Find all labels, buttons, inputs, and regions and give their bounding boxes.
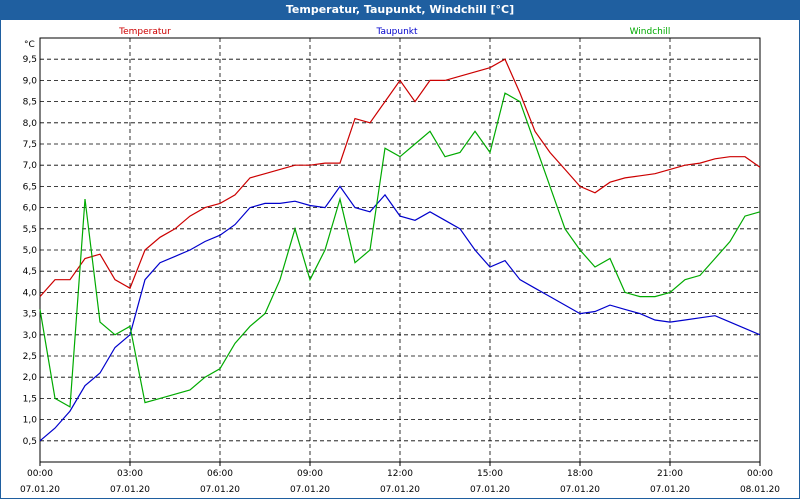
y-axis-label: °C — [24, 40, 35, 50]
y-tick-label: 8,0 — [23, 119, 38, 129]
y-tick-label: 4,0 — [23, 288, 38, 298]
legend-entry: Temperatur — [118, 27, 171, 37]
series-line-temperatur — [39, 58, 761, 297]
x-tick-time: 18:00 — [567, 469, 593, 479]
x-tick-time: 21:00 — [657, 469, 683, 479]
y-tick-label: 0,5 — [23, 437, 37, 447]
y-tick-label: 4,5 — [23, 267, 37, 277]
series-line-windchill — [39, 92, 761, 408]
y-tick-label: 9,5 — [23, 55, 37, 65]
y-tick-label: 1,5 — [23, 394, 37, 404]
x-tick-time: 06:00 — [207, 469, 233, 479]
y-tick-label: 8,5 — [23, 98, 37, 108]
y-tick-label: 3,0 — [23, 331, 38, 341]
chart-title: Temperatur, Taupunkt, Windchill [°C] — [285, 3, 515, 16]
x-tick-time: 12:00 — [387, 469, 413, 479]
y-tick-label: 7,5 — [23, 140, 37, 150]
x-tick-date: 07.01.20 — [470, 485, 510, 495]
x-tick-date: 07.01.20 — [380, 485, 420, 495]
chart-title-bar: Temperatur, Taupunkt, Windchill [°C] — [0, 0, 800, 20]
x-tick-time: 03:00 — [117, 469, 143, 479]
x-tick-time: 09:00 — [297, 469, 323, 479]
y-tick-label: 2,0 — [23, 373, 38, 383]
legend-entry: Taupunkt — [375, 27, 418, 37]
x-tick-time: 15:00 — [477, 469, 503, 479]
x-tick-date: 07.01.20 — [110, 485, 150, 495]
y-tick-label: 6,0 — [23, 204, 38, 214]
x-tick-date: 07.01.20 — [20, 485, 60, 495]
x-tick-date: 07.01.20 — [560, 485, 600, 495]
x-tick-date: 08.01.20 — [740, 485, 780, 495]
x-tick-time: 00:00 — [27, 469, 53, 479]
y-tick-label: 3,5 — [23, 310, 37, 320]
x-tick-date: 07.01.20 — [200, 485, 240, 495]
y-tick-label: 9,0 — [23, 76, 38, 86]
y-tick-label: 2,5 — [23, 352, 37, 362]
y-tick-label: 1,0 — [23, 416, 38, 426]
x-tick-date: 07.01.20 — [650, 485, 690, 495]
y-tick-label: 7,0 — [23, 161, 38, 171]
y-tick-label: 5,0 — [23, 246, 38, 256]
x-tick-date: 07.01.20 — [290, 485, 330, 495]
legend-entry: Windchill — [630, 27, 671, 37]
y-tick-label: 5,5 — [23, 225, 37, 235]
series-line-taupunkt — [39, 185, 761, 442]
y-tick-label: 6,5 — [23, 182, 37, 192]
x-tick-time: 00:00 — [747, 469, 773, 479]
